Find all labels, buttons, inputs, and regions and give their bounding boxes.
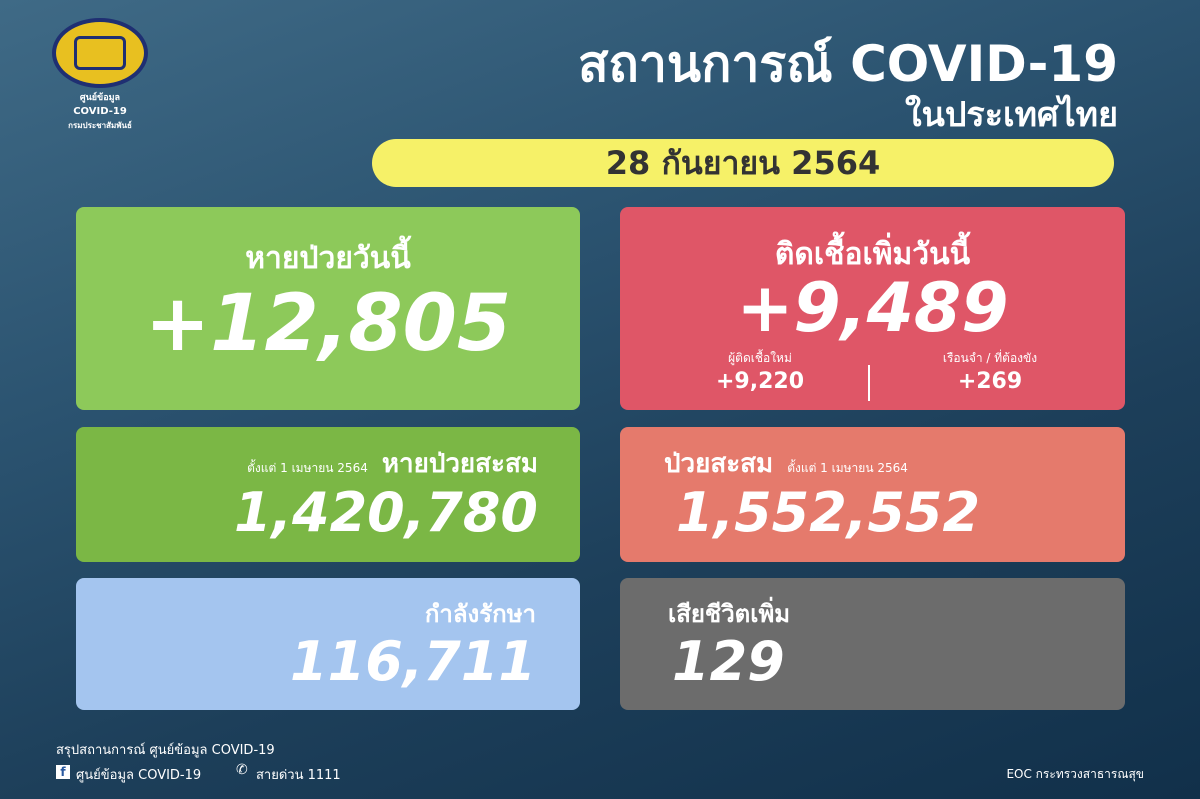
in-treatment-value: 116,711 [290, 630, 536, 693]
deaths-card: เสียชีวิตเพิ่ม 129 [620, 578, 1125, 710]
phone-icon: ✆ [236, 762, 248, 778]
prison-label: เรือนจำ / ที่ต้องขัง [942, 351, 1038, 365]
new-local-label: ผู้ติดเชื้อใหม่ [728, 351, 792, 365]
deaths-label: เสียชีวิตเพิ่ม [668, 600, 791, 628]
new-cases-label: ติดเชื้อเพิ่มวันนี้ [774, 237, 971, 272]
recovered-today-value: +12,805 [144, 279, 512, 369]
new-cases-card: ติดเชื้อเพิ่มวันนี้ +9,489 ผู้ติดเชื้อให… [620, 207, 1125, 410]
footer-hotline: สายด่วน 1111 [256, 768, 341, 783]
page-title: สถานการณ์ COVID-19 [578, 35, 1118, 93]
footer-facebook: ศูนย์ข้อมูล COVID-19 [76, 768, 202, 783]
cases-total-header: ป่วยสะสม ตั้งแต่ 1 เมษายน 2564 [664, 443, 908, 484]
recovered-today-label: หายป่วยวันนี้ [245, 241, 411, 276]
footer-source: EOC กระทรวงสาธารณสุข [1006, 767, 1144, 781]
footer-summary: สรุปสถานการณ์ ศูนย์ข้อมูล COVID-19 [56, 743, 275, 758]
date-banner: 28 กันยายน 2564 [372, 139, 1114, 187]
recovered-total-since: ตั้งแต่ 1 เมษายน 2564 [247, 461, 368, 475]
recovered-total-value: 1,420,780 [233, 481, 538, 544]
recovered-total-header: ตั้งแต่ 1 เมษายน 2564 หายป่วยสะสม [247, 443, 538, 484]
in-treatment-label: กำลังรักษา [424, 600, 536, 628]
in-treatment-card: กำลังรักษา 116,711 [76, 578, 580, 710]
facebook-icon: f [56, 765, 70, 779]
logo-text-3: กรมประชาสัมพันธ์ [68, 121, 132, 130]
new-cases-value: +9,489 [736, 269, 1009, 348]
recovered-total-card: ตั้งแต่ 1 เมษายน 2564 หายป่วยสะสม 1,420,… [76, 427, 580, 562]
divider [868, 365, 870, 401]
logo-text-2: COVID-19 [73, 106, 127, 117]
page-subtitle: ในประเทศไทย [905, 95, 1118, 135]
cases-total-card: ป่วยสะสม ตั้งแต่ 1 เมษายน 2564 1,552,552 [620, 427, 1125, 562]
recovered-total-label: หายป่วยสะสม [381, 449, 538, 479]
prison-value: +269 [957, 369, 1023, 394]
recovered-today-card: หายป่วยวันนี้ +12,805 [76, 207, 580, 410]
cases-total-since: ตั้งแต่ 1 เมษายน 2564 [787, 461, 908, 475]
government-seal-logo [52, 18, 148, 88]
new-local-value: +9,220 [715, 369, 805, 394]
logo-text-1: ศูนย์ข้อมูล [79, 93, 121, 103]
cases-total-label: ป่วยสะสม [664, 449, 774, 479]
deaths-value: 129 [672, 630, 785, 693]
cases-total-value: 1,552,552 [676, 481, 981, 544]
